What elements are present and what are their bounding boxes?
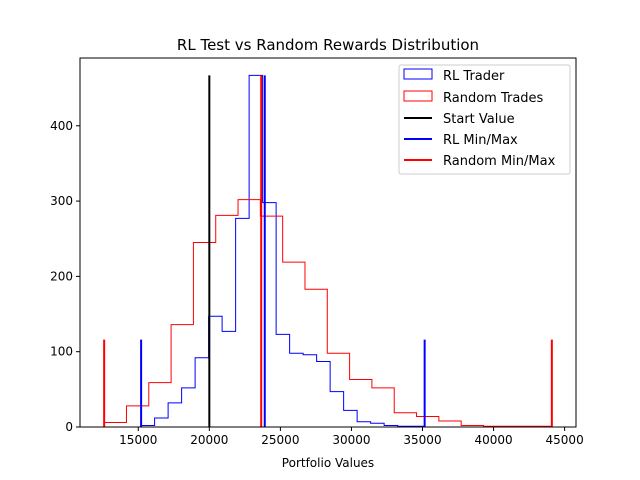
legend-swatch-rl-trader <box>403 68 433 80</box>
x-tick-label: 35000 <box>403 433 441 447</box>
chart-title: RL Test vs Random Rewards Distribution <box>177 36 479 54</box>
x-tick-label: 40000 <box>474 433 512 447</box>
y-tick-label: 400 <box>50 119 73 133</box>
plot-area <box>103 74 553 427</box>
y-tick-label: 300 <box>50 194 73 208</box>
legend-swatch-random-trades <box>403 90 433 102</box>
x-tick-label: 25000 <box>261 433 299 447</box>
y-axis: 0 100 200 300 400 <box>50 119 80 434</box>
x-tick-label: 30000 <box>332 433 370 447</box>
x-axis: 15000 20000 25000 30000 35000 40000 45000 <box>119 427 584 447</box>
histogram-random-trades <box>103 199 551 427</box>
y-tick-label: 200 <box>50 269 73 283</box>
y-tick-label: 100 <box>50 345 73 359</box>
histogram-rl-trader <box>140 74 426 427</box>
x-tick-label: 45000 <box>546 433 584 447</box>
legend-label-random-trades: Random Trades <box>443 91 544 106</box>
x-tick-label: 15000 <box>119 433 157 447</box>
legend-label-rl-min-max: RL Min/Max <box>443 133 518 148</box>
legend-label-rl-trader: RL Trader <box>443 69 505 84</box>
legend-box <box>398 64 571 175</box>
x-tick-label: 20000 <box>190 433 228 447</box>
legend: RL Trader Random Trades Start Value RL M… <box>398 64 571 175</box>
legend-label-random-min-max: Random Min/Max <box>443 154 556 169</box>
y-tick-label: 0 <box>65 420 73 434</box>
x-axis-label: Portfolio Values <box>282 456 374 470</box>
plot-frame <box>79 57 577 428</box>
legend-label-start-value: Start Value <box>443 112 515 127</box>
